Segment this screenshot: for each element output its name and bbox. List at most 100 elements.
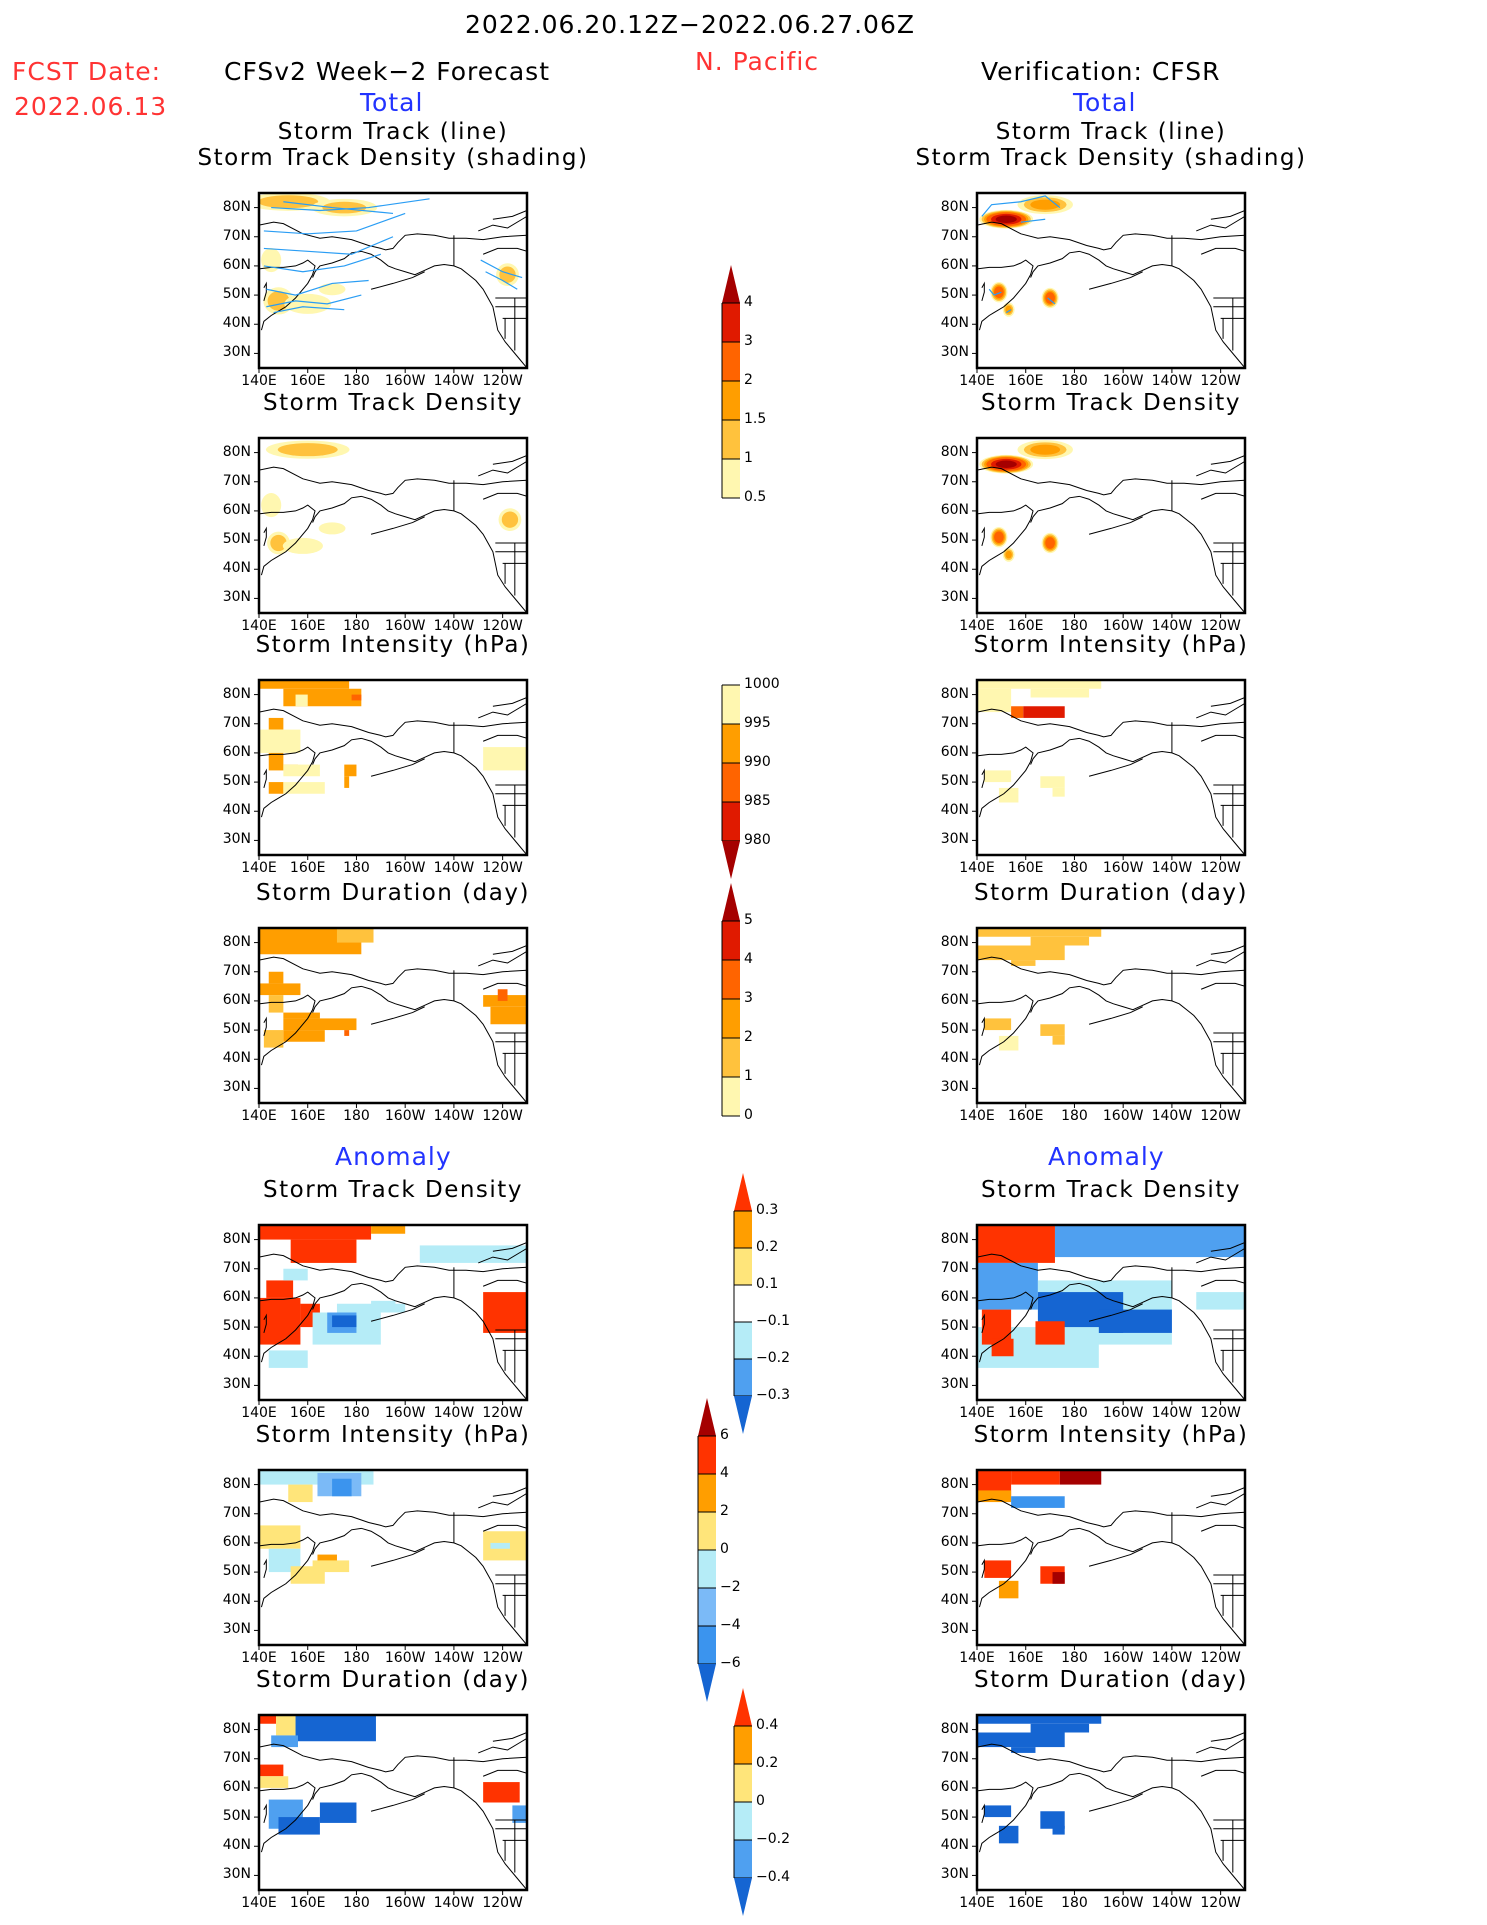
lat-tick-label: 40N — [222, 802, 251, 819]
lat-tick-label: 60N — [222, 1778, 251, 1795]
grid-cell — [1059, 1470, 1102, 1485]
coastline — [981, 1313, 985, 1334]
lon-tick-label: 140W — [1151, 1895, 1193, 1911]
grid-cell — [288, 1484, 313, 1503]
coastline — [1200, 492, 1245, 500]
lon-tick-label: 160W — [384, 1650, 426, 1666]
coastline — [1210, 210, 1245, 220]
lon-tick-label: 140W — [433, 860, 475, 876]
panel-title: Storm Intensity (hPa) — [973, 632, 1249, 658]
coastline — [1030, 1527, 1245, 1645]
density-contour — [995, 460, 1017, 468]
grid-cell — [278, 1817, 320, 1835]
coastline — [492, 945, 527, 955]
lon-tick-label: 140E — [959, 618, 995, 634]
density-contour — [277, 443, 338, 457]
lat-tick-label: 40N — [940, 802, 969, 819]
coastline — [312, 737, 527, 855]
colorbar-max-triangle — [698, 1398, 716, 1436]
grid-cell — [1098, 1309, 1172, 1333]
panel-title: Storm Duration (day) — [974, 880, 1248, 906]
lat-tick-label: 70N — [940, 227, 969, 244]
coastline — [312, 1772, 527, 1890]
coastline — [492, 1242, 527, 1252]
lat-tick-label: 60N — [222, 501, 251, 518]
grid-cell — [483, 1782, 520, 1803]
storm-track-line — [1020, 218, 1046, 223]
coastline — [263, 1803, 267, 1824]
lat-tick-label: 30N — [222, 344, 251, 361]
panel-title: Storm Track Density — [263, 1177, 523, 1203]
lat-tick-label: 30N — [222, 1079, 251, 1096]
coastline — [259, 708, 527, 738]
grid-cell — [344, 764, 357, 777]
grid-cell — [1023, 706, 1065, 718]
coastline — [370, 1006, 425, 1025]
colorbar-label: −0.2 — [756, 1831, 790, 1847]
density-contour — [1030, 444, 1061, 455]
coastline — [981, 1558, 985, 1579]
lon-tick-label: 120W — [1200, 618, 1241, 634]
lon-tick-label: 160E — [1007, 1405, 1044, 1421]
lat-tick-label: 50N — [222, 1021, 251, 1038]
lon-tick-label: 160E — [289, 1108, 326, 1124]
grid-cell — [977, 1715, 1102, 1724]
lat-tick-label: 80N — [222, 1720, 251, 1737]
coastline — [977, 221, 1245, 251]
colorbar-label: 995 — [744, 715, 771, 731]
map-frame — [975, 1713, 1247, 1892]
panel-title: Storm Track (line) — [995, 119, 1227, 145]
lon-tick-label: 160W — [384, 1405, 426, 1421]
lon-tick-label: 160E — [1007, 618, 1044, 634]
grid-cell — [1052, 1035, 1065, 1045]
colorbar-label: 3 — [744, 333, 753, 349]
lat-tick-label: 40N — [940, 315, 969, 332]
lat-tick-label: 70N — [940, 962, 969, 979]
coastline — [312, 1282, 527, 1400]
lon-tick-label: 160W — [1102, 860, 1144, 876]
colorbar-segment — [734, 1802, 752, 1840]
map-panel-fc-density — [254, 436, 529, 618]
lat-tick-label: 30N — [940, 1079, 969, 1096]
colorbar-label: 0 — [720, 1541, 729, 1557]
colorbar-segment — [734, 1840, 752, 1878]
grid-cell — [259, 1764, 284, 1777]
lon-tick-label: 120W — [1200, 1405, 1241, 1421]
colorbar-segment — [722, 420, 740, 459]
colorbar-label: 0.4 — [756, 1717, 779, 1733]
lat-tick-label: 70N — [222, 1504, 251, 1521]
coastline — [263, 1558, 267, 1579]
lon-tick-label: 140E — [959, 1108, 995, 1124]
map-frame — [975, 926, 1247, 1105]
lat-tick-label: 70N — [222, 962, 251, 979]
coastline — [1210, 697, 1245, 707]
map-panel-fc-track — [254, 191, 529, 373]
lat-tick-label: 30N — [940, 1866, 969, 1883]
lat-tick-label: 80N — [940, 1230, 969, 1247]
coastline — [482, 247, 527, 255]
grid-cell — [336, 928, 374, 943]
map-panel-ob-anom-duration — [972, 1713, 1247, 1895]
density-contour — [1045, 537, 1055, 549]
lat-tick-label: 50N — [940, 286, 969, 303]
storm-track-line — [485, 271, 518, 290]
colorbar-segment — [734, 1285, 752, 1322]
density-contour — [995, 215, 1017, 223]
grid-cell — [1011, 1496, 1065, 1508]
lon-tick-label: 180 — [1061, 1895, 1088, 1911]
colorbar-segment — [698, 1474, 716, 1512]
lat-tick-label: 70N — [940, 714, 969, 731]
map-canvas — [254, 678, 529, 860]
coastline — [259, 1743, 527, 1773]
colorbar-label: 0.3 — [756, 1202, 779, 1218]
colorbar-label: −4 — [720, 1617, 741, 1633]
coastline — [259, 221, 527, 251]
grid-cell — [268, 1350, 308, 1368]
colorbar-label: 2 — [720, 1503, 729, 1519]
coastline — [259, 1781, 316, 1853]
coastline — [370, 1303, 425, 1322]
lat-tick-label: 30N — [222, 1866, 251, 1883]
colorbar-segment — [722, 459, 740, 498]
lon-tick-label: 140W — [1151, 1108, 1193, 1124]
coastline — [478, 1737, 527, 1754]
